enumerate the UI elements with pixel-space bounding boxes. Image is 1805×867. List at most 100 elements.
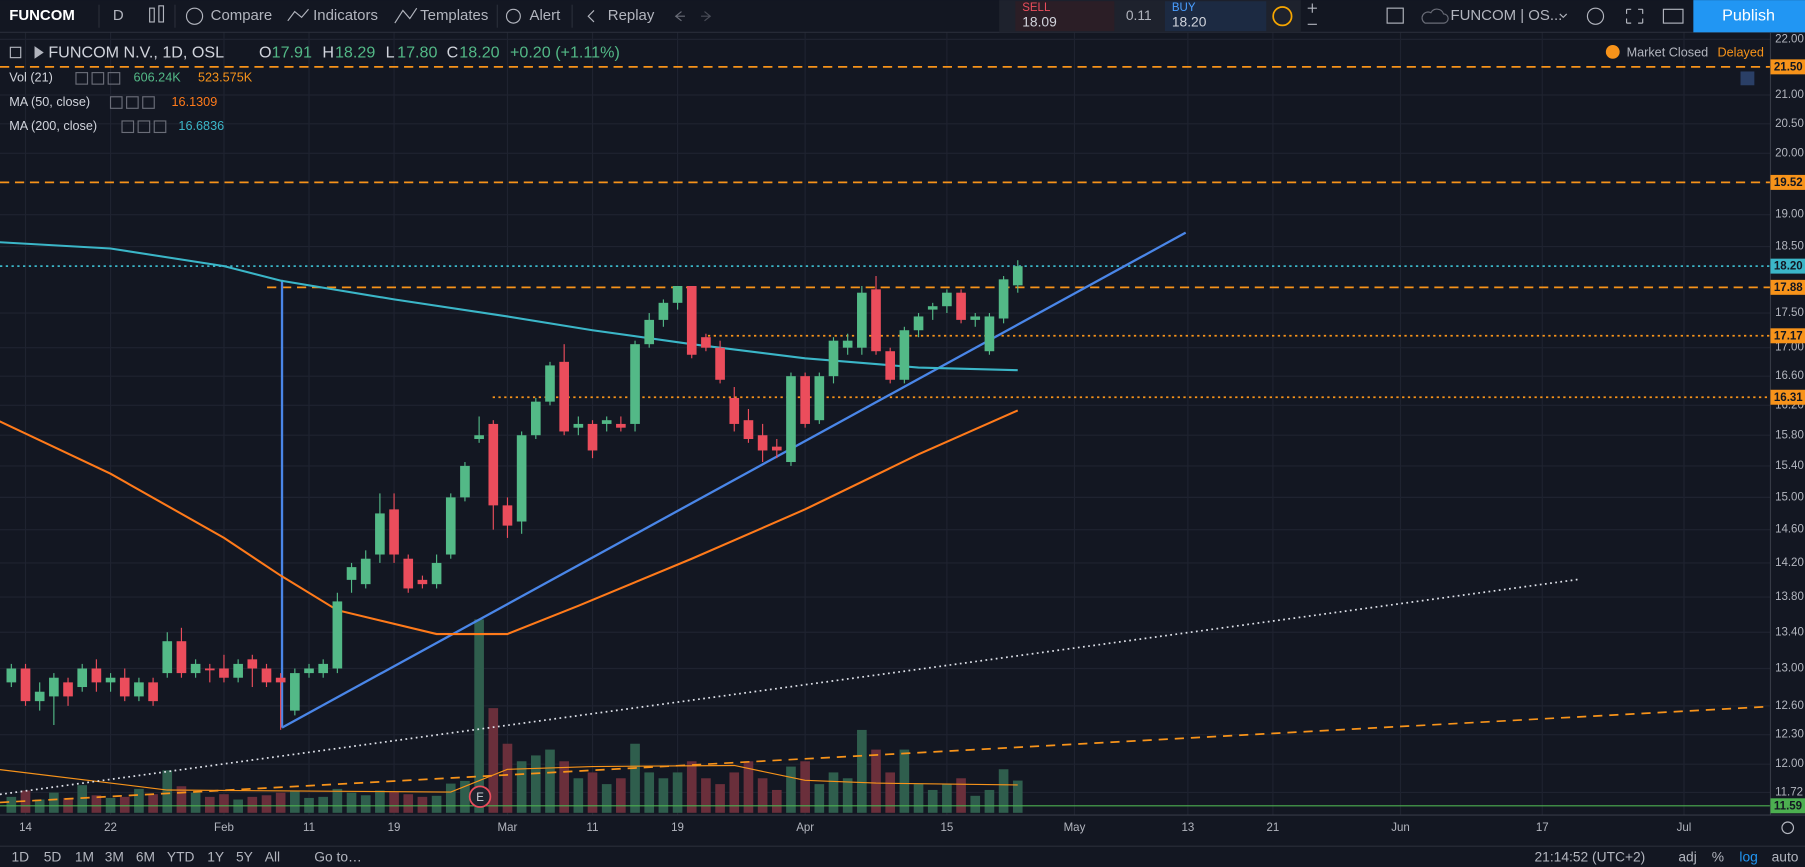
range-button[interactable]: 3M xyxy=(105,848,124,864)
candle-body xyxy=(899,330,910,380)
ma50-line xyxy=(0,409,1019,636)
change: +0.20 (+1.11%) xyxy=(510,43,620,61)
compare[interactable]: Compare xyxy=(211,7,273,24)
range-button[interactable]: 1D xyxy=(12,848,30,864)
volume-bar xyxy=(332,788,343,813)
range-button[interactable]: 6M xyxy=(136,848,155,864)
volume-bar xyxy=(460,780,470,813)
price-badge-label: 17.17 xyxy=(1774,330,1803,342)
volume-bar xyxy=(998,769,1009,813)
percent[interactable]: % xyxy=(1712,848,1724,864)
layout-icon[interactable] xyxy=(1386,7,1404,24)
range-button[interactable]: YTD xyxy=(167,848,195,864)
volume-bar xyxy=(417,796,428,813)
price-badge xyxy=(1770,258,1805,274)
chevron[interactable] xyxy=(1559,13,1568,19)
vol-ma-line xyxy=(0,764,1018,793)
symbol[interactable]: FUNCOM xyxy=(9,7,75,24)
chart-type-icon[interactable] xyxy=(149,5,165,23)
price-tick-label: 14.20 xyxy=(1775,557,1804,569)
volume-bar xyxy=(261,795,272,813)
volume-bar xyxy=(318,796,329,813)
price-tick-label: 12.00 xyxy=(1775,758,1804,770)
candle-body xyxy=(701,337,711,348)
replay-icon[interactable] xyxy=(587,10,595,23)
volume-bar xyxy=(431,795,442,813)
ma50-controls[interactable] xyxy=(109,96,155,109)
candle-body xyxy=(587,423,598,451)
log-toggle[interactable]: log xyxy=(1739,848,1757,864)
price-badge-label: 19.52 xyxy=(1774,177,1803,189)
price-badge xyxy=(1770,328,1805,344)
redo[interactable] xyxy=(701,11,712,22)
buy-button[interactable] xyxy=(1164,1,1267,32)
settings-icon[interactable] xyxy=(1586,7,1605,25)
alert[interactable]: Alert xyxy=(530,7,562,24)
info-icon[interactable] xyxy=(1272,6,1293,27)
layout-name[interactable]: FUNCOM | OS... xyxy=(1450,7,1562,24)
fullscreen-icon[interactable] xyxy=(1625,8,1644,24)
candle-body xyxy=(871,289,881,352)
range-button[interactable]: 5Y xyxy=(236,848,253,864)
cloud-icon xyxy=(1421,8,1449,24)
range-button[interactable]: 1Y xyxy=(207,848,224,864)
price-badge-label: 17.88 xyxy=(1774,282,1803,294)
zoom-buttons[interactable] xyxy=(1307,3,1317,25)
indicators-icon[interactable] xyxy=(287,8,309,22)
candle-body xyxy=(616,423,626,428)
bottom-bar xyxy=(0,846,1805,867)
indicators[interactable]: Indicators xyxy=(313,7,378,24)
scale-icon[interactable] xyxy=(1740,71,1755,86)
undo[interactable] xyxy=(674,11,685,22)
candle-body xyxy=(530,401,541,436)
range-button[interactable]: 1M xyxy=(75,848,94,864)
price-tick-label: 13.40 xyxy=(1775,626,1804,638)
candle-body xyxy=(91,668,102,683)
earnings-icon[interactable] xyxy=(468,785,492,808)
volume-bar xyxy=(290,791,300,813)
publish-button[interactable] xyxy=(1693,0,1805,33)
volume-bar xyxy=(899,749,910,813)
candle-body xyxy=(1012,266,1023,286)
time-axis[interactable] xyxy=(0,815,1805,847)
vol-ma-value: 523.575K xyxy=(198,71,253,85)
alert-icon[interactable] xyxy=(505,8,521,24)
volume-bar xyxy=(190,792,201,813)
snapshot-icon[interactable] xyxy=(1662,8,1684,24)
sell-button[interactable] xyxy=(1015,1,1115,32)
vol-controls[interactable] xyxy=(75,72,121,85)
volume-bar xyxy=(729,772,740,813)
templates-icon[interactable] xyxy=(394,7,418,24)
auto-toggle[interactable]: auto xyxy=(1772,848,1799,864)
range-button[interactable]: 5D xyxy=(44,848,62,864)
templates[interactable]: Templates xyxy=(420,7,488,24)
replay[interactable]: Replay xyxy=(608,7,655,24)
goto[interactable]: Go to… xyxy=(314,848,362,864)
collapse-icon[interactable] xyxy=(9,46,22,59)
range-button[interactable]: All xyxy=(265,848,280,864)
candle-body xyxy=(913,316,924,331)
volume-bar xyxy=(644,772,655,813)
close-value: 18.20 xyxy=(459,43,499,61)
candle-body xyxy=(233,663,243,678)
time-tick-label: 17 xyxy=(1536,822,1549,834)
volume-bar xyxy=(545,749,555,813)
candle-body xyxy=(6,668,17,683)
earnings[interactable]: E xyxy=(468,785,492,808)
price-axis[interactable] xyxy=(1770,32,1805,816)
candle-body xyxy=(445,497,456,555)
settings-icon[interactable] xyxy=(1781,821,1795,835)
volume-bar xyxy=(530,755,541,813)
volume-bar xyxy=(587,772,598,813)
ma200-controls[interactable] xyxy=(121,120,167,134)
range-buttons: 1D 5D 1M 3M 6M YTD 1Y 5Y All xyxy=(12,848,281,864)
compare-icon[interactable] xyxy=(185,7,204,25)
price-badge-label: 11.59 xyxy=(1774,800,1802,812)
candle-body xyxy=(63,682,73,697)
candle-body xyxy=(290,673,300,711)
price-tick-label: 17.00 xyxy=(1775,342,1804,354)
interval[interactable]: D xyxy=(113,7,124,24)
volume-bar xyxy=(842,778,853,813)
adj[interactable]: adj xyxy=(1678,848,1696,864)
status-icon xyxy=(1605,44,1620,59)
